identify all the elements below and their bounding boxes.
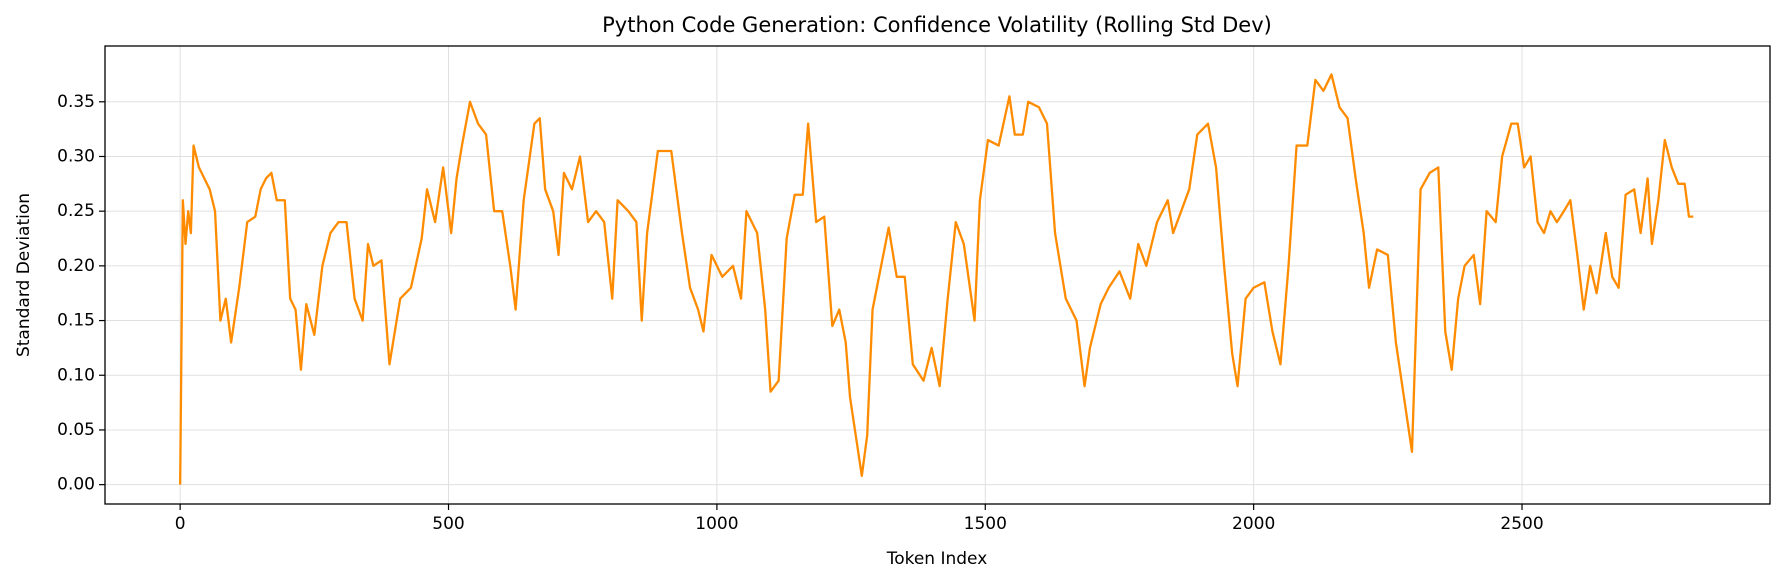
y-tick-label: 0.05 bbox=[57, 420, 95, 440]
x-axis-label: Token Index bbox=[886, 549, 988, 569]
y-tick-label: 0.25 bbox=[57, 201, 95, 221]
y-tick-label: 0.20 bbox=[57, 256, 95, 276]
grid bbox=[105, 46, 1770, 504]
chart-title: Python Code Generation: Confidence Volat… bbox=[602, 13, 1272, 37]
plot-area bbox=[179, 73, 1694, 485]
axes-frame bbox=[104, 45, 1771, 505]
y-tick-label: 0.00 bbox=[57, 475, 95, 495]
y-axis-label: Standard Deviation bbox=[14, 193, 34, 357]
y-tick-label: 0.35 bbox=[57, 92, 95, 112]
y-tick-label: 0.15 bbox=[57, 311, 95, 331]
line-series bbox=[179, 73, 1694, 485]
x-tick-label: 2000 bbox=[1232, 514, 1275, 534]
x-tick-label: 0 bbox=[175, 514, 186, 534]
x-tick-label: 1500 bbox=[964, 514, 1007, 534]
y-tick-label: 0.30 bbox=[57, 146, 95, 166]
x-tick-label: 500 bbox=[432, 514, 464, 534]
x-tick-label: 1000 bbox=[695, 514, 738, 534]
y-tick-label: 0.10 bbox=[57, 365, 95, 385]
x-tick-label: 2500 bbox=[1500, 514, 1543, 534]
